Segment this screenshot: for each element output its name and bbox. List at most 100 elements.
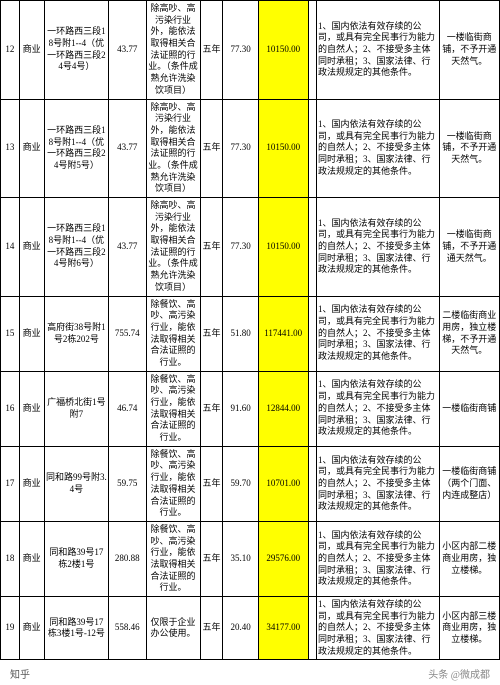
cell-restriction: 除高吵、高污染行业外，能依法取得相关合法证照的行业。（条件成熟允许洗染饮项目） [146, 1, 200, 100]
cell-unit-price: 20.40 [223, 597, 258, 660]
cell-blank [308, 198, 316, 297]
cell-term: 五年 [200, 1, 223, 100]
cell-conditions: 1、国内依法有效存续的公司，或具有完全民事行为能力的自然人；2、不接受多主体同时… [316, 1, 439, 100]
cell-type: 商业 [19, 198, 44, 297]
property-table: 12商业一环路西三段18号附1--4（优一环路西三段24号4号）43.77除高吵… [0, 0, 500, 660]
cell-type: 商业 [19, 371, 44, 446]
cell-unit-price: 51.80 [223, 296, 258, 371]
cell-area: 59.75 [109, 446, 146, 521]
cell-conditions: 1、国内依法有效存续的公司，或具有完全民事行为能力的自然人；2、不接受多主体同时… [316, 371, 439, 446]
cell-amount: 10150.00 [258, 1, 308, 100]
table-row: 14商业一环路西三段18号附1--4（优一环路西三段24号附6号）43.77除高… [1, 198, 500, 297]
cell-number: 16 [1, 371, 20, 446]
footer-source-right: 头条 @微成都 [428, 666, 490, 681]
cell-restriction: 除餐饮、高吵、高污染行业，能依法取得相关合法证照的行业。 [146, 521, 200, 596]
cell-unit-price: 59.70 [223, 446, 258, 521]
cell-number: 13 [1, 99, 20, 198]
cell-term: 五年 [200, 597, 223, 660]
cell-blank [308, 296, 316, 371]
cell-amount: 12844.00 [258, 371, 308, 446]
footer-source-left: 知乎 [10, 666, 30, 681]
cell-amount: 117441.00 [258, 296, 308, 371]
cell-address: 一环路西三段18号附1--4（优一环路西三段24号附5号） [44, 99, 108, 198]
cell-type: 商业 [19, 521, 44, 596]
page-footer: 知乎 头条 @微成都 [0, 660, 500, 685]
cell-restriction: 除餐饮、高吵、高污染行业，能依法取得相关合法证照的行业。 [146, 446, 200, 521]
table-row: 15商业高府街38号附1号2栋202号755.74除餐饮、高吵、高污染行业，能依… [1, 296, 500, 371]
cell-restriction: 除高吵、高污染行业外，能依法取得相关合法证照的行业。（条件成熟允许洗染饮项目） [146, 99, 200, 198]
table-row: 16商业广福桥北街1号附746.74除餐饮、高吵、高污染行业，能依法取得相关合法… [1, 371, 500, 446]
cell-conditions: 1、国内依法有效存续的公司，或具有完全民事行为能力的自然人；2、不接受多主体同时… [316, 296, 439, 371]
cell-type: 商业 [19, 1, 44, 100]
cell-note: 一楼临街商铺 [439, 371, 499, 446]
cell-type: 商业 [19, 446, 44, 521]
cell-term: 五年 [200, 371, 223, 446]
cell-note: 一楼临街商铺，不予开通通天然气。 [439, 198, 499, 297]
cell-blank [308, 99, 316, 198]
cell-note: 二楼临街商业用房，独立楼梯，不予开通天然气。 [439, 296, 499, 371]
cell-blank [308, 446, 316, 521]
table-row: 12商业一环路西三段18号附1--4（优一环路西三段24号4号）43.77除高吵… [1, 1, 500, 100]
table-row: 18商业同和路39号17栋2楼1号280.88除餐饮、高吵、高污染行业，能依法取… [1, 521, 500, 596]
cell-note: 一楼临街商铺，不予开通天然气。 [439, 1, 499, 100]
cell-area: 43.77 [109, 198, 146, 297]
cell-address: 同和路39号17栋3楼1号-12号 [44, 597, 108, 660]
cell-amount: 10150.00 [258, 99, 308, 198]
cell-number: 17 [1, 446, 20, 521]
cell-amount: 10701.00 [258, 446, 308, 521]
cell-type: 商业 [19, 597, 44, 660]
cell-restriction: 除高吵、高污染行业外，能依法取得相关合法证照的行业。（条件成熟允许洗染饮项目） [146, 198, 200, 297]
cell-conditions: 1、国内依法有效存续的公司，或具有完全民事行为能力的自然人；2、不接受多主体同时… [316, 99, 439, 198]
cell-blank [308, 1, 316, 100]
cell-type: 商业 [19, 296, 44, 371]
cell-area: 43.77 [109, 1, 146, 100]
cell-area: 43.77 [109, 99, 146, 198]
cell-blank [308, 371, 316, 446]
cell-unit-price: 77.30 [223, 198, 258, 297]
cell-area: 755.74 [109, 296, 146, 371]
cell-note: 一楼临街商铺，不予开通天然气。 [439, 99, 499, 198]
cell-term: 五年 [200, 296, 223, 371]
cell-address: 高府街38号附1号2栋202号 [44, 296, 108, 371]
cell-unit-price: 77.30 [223, 1, 258, 100]
cell-unit-price: 77.30 [223, 99, 258, 198]
cell-number: 19 [1, 597, 20, 660]
cell-note: 小区内部三楼商业用房，独立楼梯。 [439, 597, 499, 660]
cell-address: 一环路西三段18号附1--4（优一环路西三段24号附6号） [44, 198, 108, 297]
cell-number: 18 [1, 521, 20, 596]
cell-conditions: 1、国内依法有效存续的公司，或具有完全民事行为能力的自然人；2、不接受多主体同时… [316, 446, 439, 521]
cell-note: 一楼临街商铺（两个门面、内连成整店） [439, 446, 499, 521]
cell-number: 14 [1, 198, 20, 297]
cell-conditions: 1、国内依法有效存续的公司，或具有完全民事行为能力的自然人；2、不接受多主体同时… [316, 198, 439, 297]
cell-number: 15 [1, 296, 20, 371]
cell-term: 五年 [200, 446, 223, 521]
cell-number: 12 [1, 1, 20, 100]
cell-address: 一环路西三段18号附1--4（优一环路西三段24号4号） [44, 1, 108, 100]
cell-type: 商业 [19, 99, 44, 198]
cell-area: 280.88 [109, 521, 146, 596]
table-row: 13商业一环路西三段18号附1--4（优一环路西三段24号附5号）43.77除高… [1, 99, 500, 198]
cell-blank [308, 521, 316, 596]
cell-term: 五年 [200, 99, 223, 198]
cell-area: 46.74 [109, 371, 146, 446]
cell-restriction: 除餐饮、高吵、高污染行业，能依法取得相关合法证照的行业。 [146, 371, 200, 446]
cell-amount: 10150.00 [258, 198, 308, 297]
cell-address: 广福桥北街1号附7 [44, 371, 108, 446]
cell-term: 五年 [200, 521, 223, 596]
cell-address: 同和路39号17栋2楼1号 [44, 521, 108, 596]
cell-area: 558.46 [109, 597, 146, 660]
table-row: 19商业同和路39号17栋3楼1号-12号558.46仅限于企业办公使用。五年2… [1, 597, 500, 660]
cell-blank [308, 597, 316, 660]
cell-unit-price: 35.10 [223, 521, 258, 596]
cell-unit-price: 91.60 [223, 371, 258, 446]
cell-restriction: 除餐饮、高吵、高污染行业，能依法取得相关合法证照的行业。 [146, 296, 200, 371]
cell-restriction: 仅限于企业办公使用。 [146, 597, 200, 660]
cell-note: 小区内部二楼商业用房，独立楼梯。 [439, 521, 499, 596]
cell-conditions: 1、国内依法有效存续的公司，或具有完全民事行为能力的自然人；2、不接受多主体同时… [316, 521, 439, 596]
cell-amount: 34177.00 [258, 597, 308, 660]
cell-amount: 29576.00 [258, 521, 308, 596]
cell-conditions: 1、国内依法有效存续的公司，或具有完全民事行为能力的自然人；2、不接受多主体同时… [316, 597, 439, 660]
cell-address: 同和路99号附3.4号 [44, 446, 108, 521]
table-row: 17商业同和路99号附3.4号59.75除餐饮、高吵、高污染行业，能依法取得相关… [1, 446, 500, 521]
cell-term: 五年 [200, 198, 223, 297]
